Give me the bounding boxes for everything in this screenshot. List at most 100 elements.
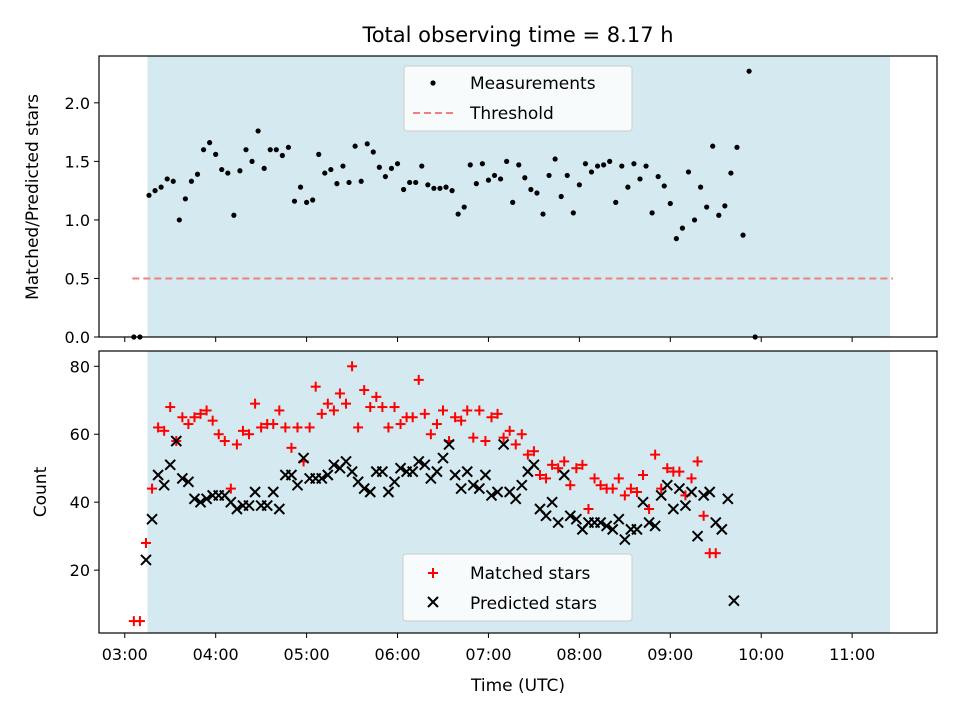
measurement-point xyxy=(291,198,298,204)
top-y-axis-label: Matched/Predicted stars xyxy=(23,94,43,300)
predicted-star-point xyxy=(485,489,498,502)
matched-star-point xyxy=(201,405,212,416)
y-tick-label: 40 xyxy=(70,493,90,512)
x-tick-label: 08:00 xyxy=(556,645,602,664)
matched-star-point xyxy=(692,456,703,467)
x-tick-label: 05:00 xyxy=(284,645,330,664)
matched-star-point xyxy=(662,463,673,474)
measurement-point xyxy=(479,161,485,167)
predicted-star-point xyxy=(152,469,164,481)
measurement-point xyxy=(158,184,164,190)
matched-star-point xyxy=(686,473,697,484)
predicted-star-point xyxy=(728,595,740,607)
matched-star-point xyxy=(498,432,509,443)
predicted-star-point xyxy=(176,472,189,485)
matched-star-point xyxy=(165,402,176,413)
y-tick-label: 0.0 xyxy=(65,328,90,347)
predicted-star-point xyxy=(431,465,443,478)
measurement-point xyxy=(310,197,316,203)
matched-star-point xyxy=(280,422,291,433)
predicted-star-point xyxy=(510,493,522,505)
top-y-ticks: 0.0 0.5 1.0 1.5 2.0 xyxy=(65,94,99,347)
measurement-point xyxy=(540,211,546,217)
predicted-star-point xyxy=(455,482,467,495)
matched-star-point xyxy=(134,616,145,627)
measurement-point xyxy=(661,183,667,189)
bottom-plot-frame xyxy=(98,350,938,634)
matched-star-point xyxy=(353,422,364,433)
measurement-point xyxy=(698,184,704,190)
predicted-star-point xyxy=(607,523,619,536)
matched-star-point xyxy=(237,425,248,436)
measurement-point xyxy=(637,176,643,182)
measurement-point xyxy=(164,176,170,182)
matched-star-point xyxy=(534,470,545,481)
matched-star-point xyxy=(571,463,582,474)
matched-star-point xyxy=(650,449,661,460)
x-axis-label: Time (UTC) xyxy=(470,676,565,696)
measurement-point xyxy=(685,169,692,175)
measurement-point xyxy=(146,192,152,198)
predicted-star-point xyxy=(267,486,279,498)
measurement-point xyxy=(449,188,455,194)
bottom-legend-box xyxy=(402,553,633,622)
measurement-point xyxy=(370,149,376,155)
measurement-point xyxy=(437,185,443,191)
measurement-point xyxy=(328,166,334,173)
matched-star-point xyxy=(674,466,685,477)
matched-star-point xyxy=(607,483,618,494)
matched-star-point xyxy=(486,412,497,423)
matched-star-point xyxy=(153,422,164,433)
x-tick-label: 03:00 xyxy=(102,645,148,664)
matched-star-point xyxy=(328,405,339,416)
measurement-point xyxy=(249,158,255,164)
matched-star-point xyxy=(225,483,236,494)
measurement-point xyxy=(691,217,698,223)
matched-star-point xyxy=(292,422,303,433)
measurement-point xyxy=(279,152,285,159)
measurement-point xyxy=(152,188,158,194)
measurement-point xyxy=(546,172,552,179)
predicted-star-point xyxy=(552,516,564,529)
predicted-star-point xyxy=(297,452,310,464)
bottom-y-axis-label: Count xyxy=(31,466,51,517)
matched-star-point xyxy=(492,408,503,419)
matched-star-point xyxy=(371,391,382,402)
matched-star-point xyxy=(231,439,242,450)
predicted-star-point xyxy=(376,465,389,478)
predicted-star-point xyxy=(637,496,649,508)
matched-star-point xyxy=(437,405,448,416)
measurement-point xyxy=(255,128,261,134)
matched-star-point xyxy=(595,480,606,491)
predicted-star-point xyxy=(691,530,704,542)
legend-predicted-label: Predicted stars xyxy=(470,594,597,614)
matched-star-point xyxy=(395,419,406,430)
matched-star-point xyxy=(589,473,600,484)
matched-star-point xyxy=(341,398,352,409)
matched-star-point xyxy=(631,487,642,497)
predicted-star-point xyxy=(631,523,643,536)
predicted-star-point xyxy=(619,533,631,546)
measurement-point xyxy=(267,147,273,153)
matched-star-point xyxy=(334,388,345,399)
predicted-star-point xyxy=(443,438,455,451)
measurement-point xyxy=(728,170,734,176)
predicted-star-point xyxy=(570,513,583,525)
matched-star-point xyxy=(177,412,188,423)
predicted-star-point xyxy=(413,455,425,468)
predicted-star-point xyxy=(231,503,243,515)
top-plot-frame xyxy=(98,55,938,338)
measurement-point xyxy=(419,163,425,169)
measurement-point xyxy=(194,171,201,177)
legend-threshold-label: Threshold xyxy=(469,104,554,124)
measurement-point xyxy=(407,179,413,186)
legend-measurements-marker xyxy=(430,80,436,86)
predicted-star-point xyxy=(188,493,201,505)
predicted-star-point xyxy=(346,465,358,478)
predicted-star-point xyxy=(528,459,540,471)
measurement-point xyxy=(413,179,419,186)
y-tick-label: 0.5 xyxy=(65,269,90,288)
x-tick-label: 10:00 xyxy=(738,645,784,664)
measurement-point xyxy=(346,179,352,186)
predicted-star-point xyxy=(649,520,661,532)
